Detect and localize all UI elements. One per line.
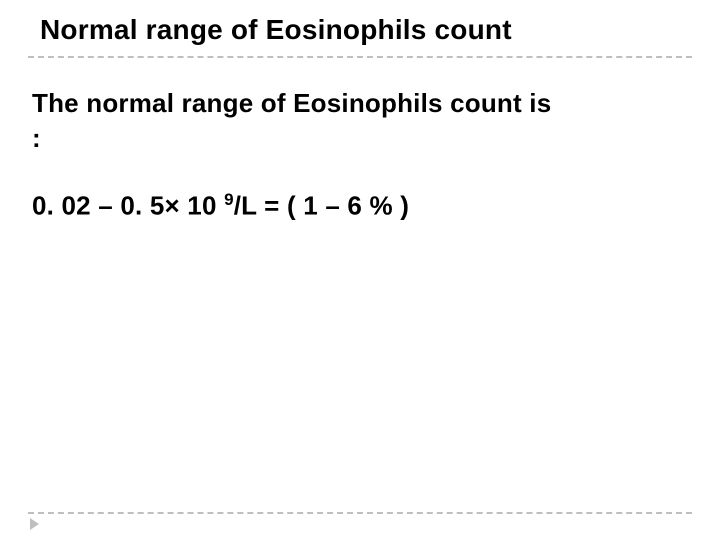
divider-top (28, 56, 692, 58)
slide-title: Normal range of Eosinophils count (40, 14, 692, 46)
intro-line-2: : (32, 123, 41, 153)
divider-bottom (28, 512, 692, 514)
range-text: 0. 02 – 0. 5× 10 9/L = ( 1 – 6 % ) (32, 190, 692, 222)
intro-line-1: The normal range of Eosinophils count is (32, 88, 551, 118)
bullet-triangle-icon (30, 518, 39, 530)
intro-text: The normal range of Eosinophils count is… (32, 86, 692, 156)
range-suffix: /L = ( 1 – 6 % ) (234, 191, 409, 221)
range-prefix: 0. 02 – 0. 5× 10 (32, 191, 224, 221)
slide-container: Normal range of Eosinophils count The no… (0, 0, 720, 540)
range-exponent: 9 (224, 190, 234, 209)
